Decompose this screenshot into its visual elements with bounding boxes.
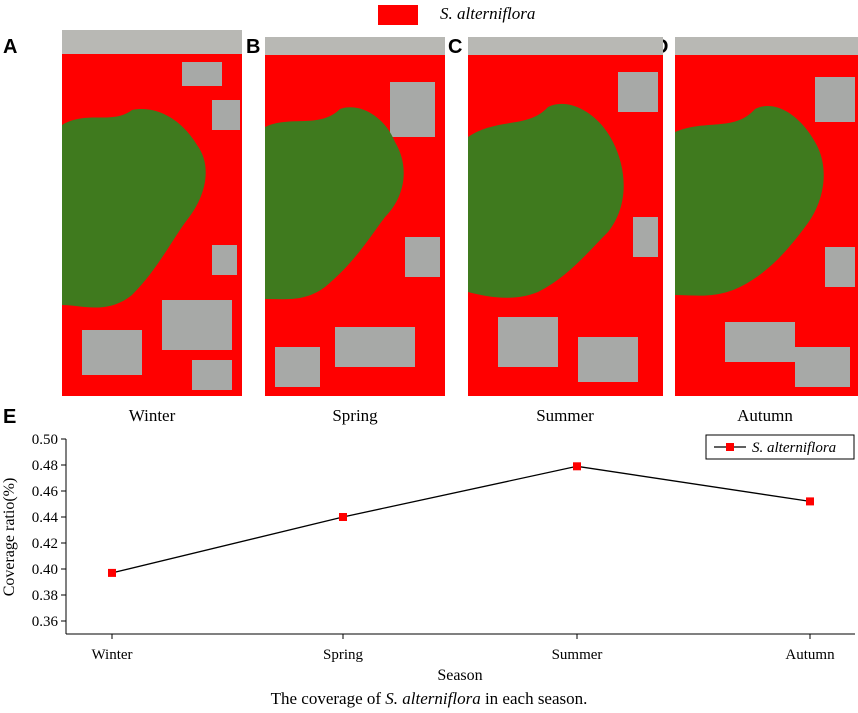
caption-species: S. alterniflora (385, 689, 481, 708)
data-point (108, 568, 116, 577)
map-canopy (62, 109, 206, 308)
y-tick-label: 0.40 (32, 562, 58, 578)
legend-label: S. alterniflora (440, 4, 536, 23)
y-tick-label: 0.46 (32, 484, 59, 500)
x-tick-label: Summer (552, 647, 603, 663)
season-label-summer: Summer (536, 406, 594, 425)
x-axis-title: Season (437, 667, 482, 684)
panel-letter-a: A (3, 36, 18, 58)
map-canopy (675, 105, 824, 296)
map-panel-winter (62, 30, 242, 396)
map-shoreline (468, 37, 663, 55)
x-tick-label: Winter (91, 647, 132, 663)
x-tick-label: Spring (323, 647, 364, 663)
top-legend: S. alterniflora (378, 3, 758, 27)
map-shoreline (675, 37, 858, 55)
map-shoreline (62, 30, 242, 54)
map-mudflat (725, 77, 855, 387)
series-line (111, 465, 811, 574)
map-mudflat (82, 62, 240, 390)
data-point (339, 513, 347, 521)
y-tick-label: 0.36 (32, 614, 59, 630)
legend-swatch (378, 5, 418, 25)
season-label-autumn: Autumn (737, 406, 793, 425)
y-tick-label: 0.50 (32, 432, 58, 448)
data-point (573, 462, 581, 471)
y-tick-label: 0.48 (32, 458, 58, 474)
figure-caption: The coverage of S. alterniflora in each … (0, 689, 858, 709)
map-canopy (265, 107, 404, 300)
panel-letter-c: C (448, 36, 463, 58)
panel-letter-e: E (3, 406, 17, 428)
map-panel-spring (265, 37, 445, 396)
data-point (806, 497, 814, 506)
map-canopy (468, 103, 624, 298)
panel-letter-b: B (246, 36, 261, 58)
map-panel-summer (468, 37, 663, 396)
season-label-winter: Winter (128, 406, 176, 425)
y-axis-title: Coverage ratio(%) (1, 478, 18, 597)
season-label-spring: Spring (332, 406, 378, 425)
x-tick-label: Autumn (785, 647, 835, 663)
map-mudflat (275, 82, 440, 387)
chart-legend: S. alterniflora (705, 434, 855, 460)
y-tick-label: 0.42 (32, 536, 58, 552)
chart-legend-label: S. alterniflora (752, 440, 836, 456)
caption-suffix: in each season. (480, 689, 588, 708)
caption-prefix: The coverage of (270, 689, 386, 708)
y-tick-label: 0.38 (32, 588, 58, 604)
map-mudflat (498, 72, 658, 382)
y-tick-label: 0.44 (32, 510, 59, 526)
line-chart: 0.36 0.38 0.40 0.42 0.44 0.46 0.48 0.50 Winter S… (1, 432, 855, 684)
map-panel-autumn (675, 37, 858, 396)
chart-legend-marker (726, 443, 734, 451)
map-shoreline (265, 37, 445, 55)
